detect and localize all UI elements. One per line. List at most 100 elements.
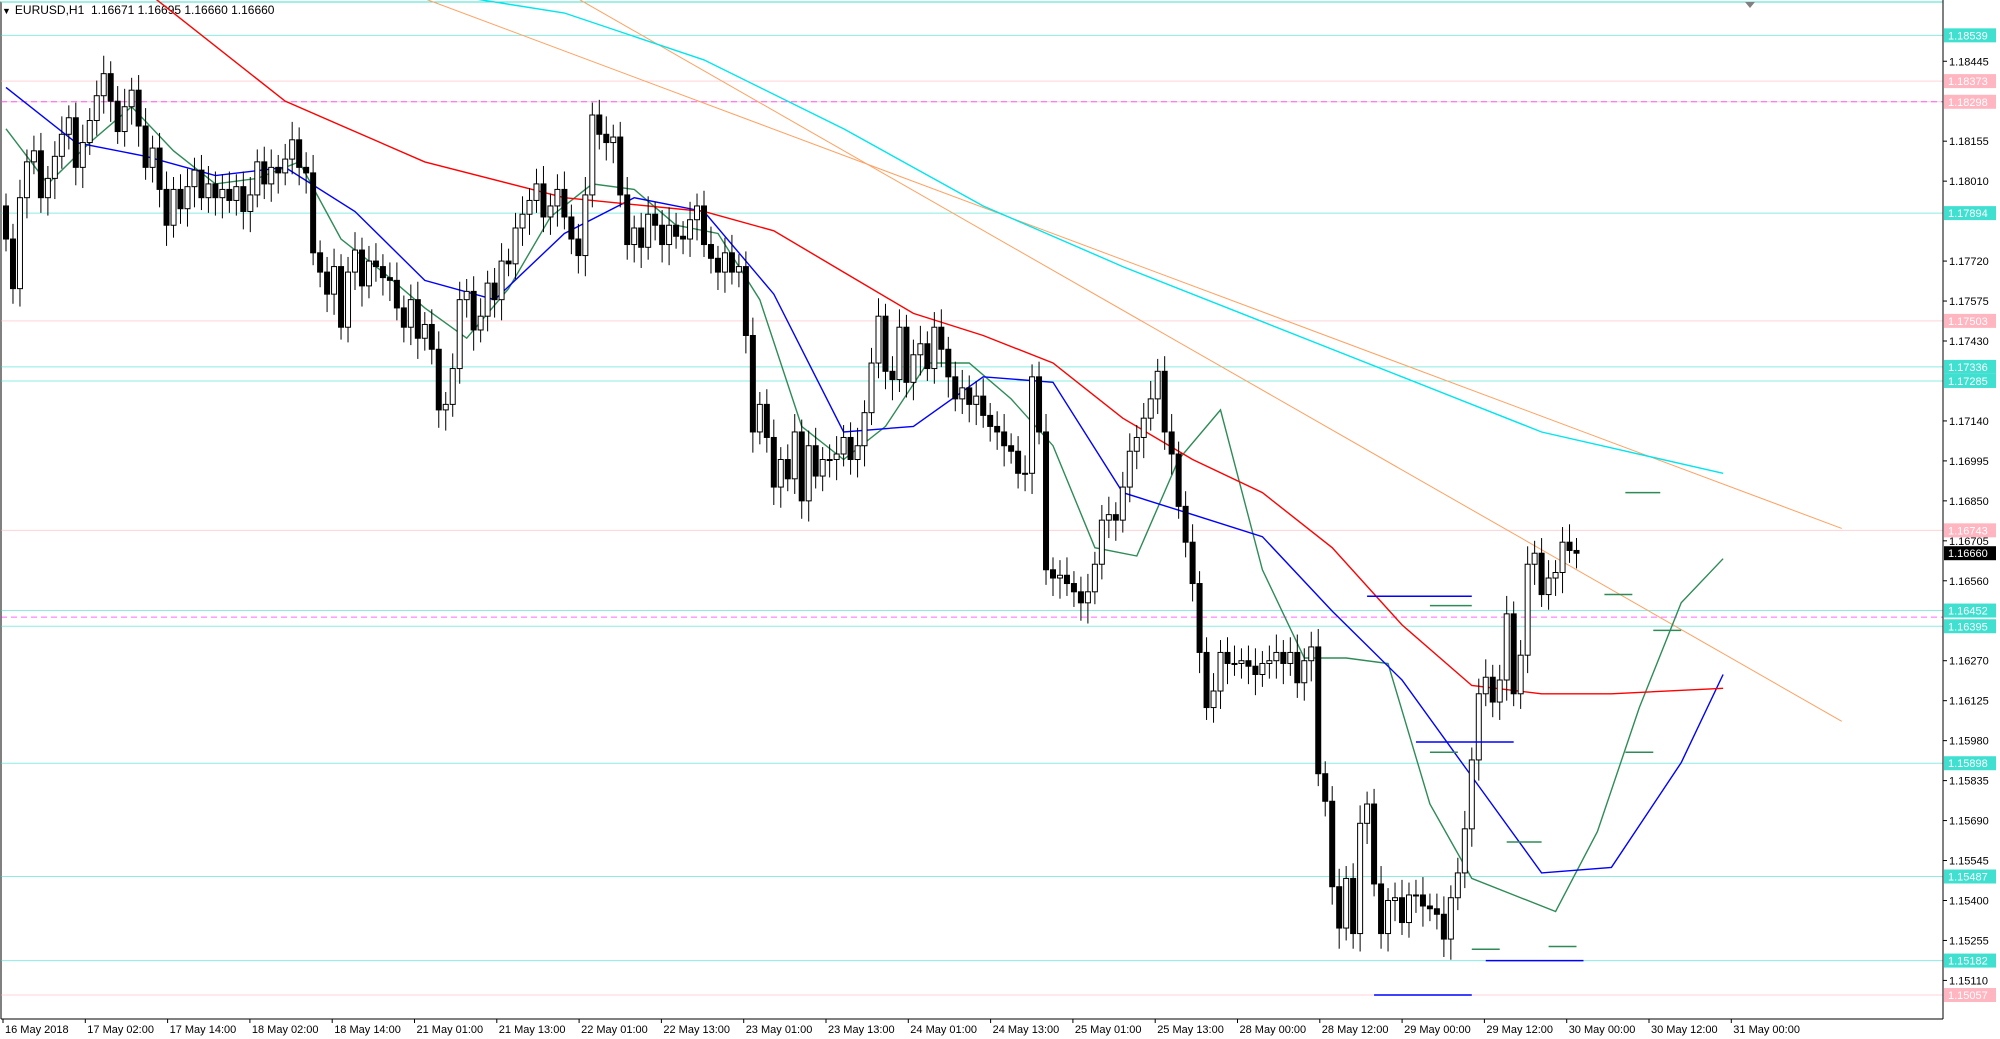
candle-body	[358, 249, 365, 287]
candle-body	[777, 459, 784, 488]
trend-line	[579, 0, 1842, 722]
candle-body	[666, 224, 673, 246]
candle-body	[512, 227, 519, 265]
price-label-box	[1944, 206, 1996, 221]
x-tick-label: 22 May 01:00	[581, 1024, 648, 1036]
price-label-box	[1944, 373, 1996, 388]
candle-body	[268, 166, 275, 185]
candle-body	[365, 260, 372, 287]
candle-body	[393, 279, 400, 309]
candle-body	[1573, 549, 1580, 554]
candle-body	[1224, 651, 1231, 664]
candle-body	[1140, 417, 1147, 438]
candle-body	[51, 155, 58, 179]
candle-body	[65, 117, 72, 135]
candle-body	[331, 266, 338, 295]
x-tick-label: 28 May 00:00	[1240, 1024, 1307, 1036]
candle-body	[379, 266, 386, 279]
candle-body	[338, 266, 345, 328]
candle-body	[184, 186, 191, 210]
candle-body	[645, 213, 652, 248]
candle-body	[449, 368, 456, 405]
moving-average-line	[155, 0, 1724, 695]
candle-body	[1168, 431, 1175, 455]
candle-body	[1161, 370, 1168, 433]
price-label-box	[1944, 523, 1996, 538]
candle-body	[1259, 662, 1266, 675]
candle-body	[1350, 877, 1357, 935]
moving-average-line	[477, 0, 1724, 474]
candle-body	[1496, 679, 1503, 703]
candle-body	[198, 169, 205, 199]
candle-body	[1503, 613, 1510, 681]
candle-body	[756, 403, 763, 433]
price-label-text: 1.16395	[1948, 621, 1988, 633]
candle-body	[1552, 572, 1559, 579]
candle-body	[23, 161, 30, 199]
candle-body	[714, 257, 721, 273]
price-label-text: 1.16452	[1948, 606, 1988, 618]
candle-body	[673, 224, 680, 237]
candle-body	[603, 133, 610, 144]
candle-body	[1301, 660, 1308, 684]
candle-body	[1412, 894, 1419, 897]
price-label-text: 1.16743	[1948, 525, 1988, 537]
dropdown-triangle-icon[interactable]: ▼	[2, 6, 11, 16]
ohlc-readout: 1.16671 1.16695 1.16660 1.16660	[90, 3, 275, 17]
candle-body	[707, 244, 714, 259]
candle-body	[100, 73, 107, 97]
candle-body	[345, 271, 352, 328]
candle-body	[1091, 563, 1098, 593]
candle-body	[931, 326, 938, 370]
candle-body	[163, 188, 170, 226]
price-label-box	[1944, 619, 1996, 634]
price-label-box	[1944, 28, 1996, 43]
candle-body	[561, 188, 568, 218]
candle-body	[861, 412, 868, 447]
candle-body	[1217, 651, 1224, 692]
candle-body	[289, 139, 296, 160]
candle-body	[505, 260, 512, 265]
candle-body	[1336, 886, 1343, 929]
x-tick-label: 22 May 13:00	[663, 1024, 730, 1036]
price-label-box	[1944, 603, 1996, 618]
moving-average-line	[5, 86, 1724, 874]
x-tick-label: 21 May 13:00	[499, 1024, 566, 1036]
candle-body	[1238, 660, 1245, 664]
candle-body	[442, 403, 449, 411]
y-tick-label: 1.17575	[1949, 296, 1989, 308]
y-tick-label: 1.15400	[1949, 895, 1989, 907]
candle-body	[170, 188, 177, 226]
candle-body	[1210, 690, 1217, 709]
candle-body	[910, 354, 917, 383]
candle-body	[275, 166, 282, 174]
candle-body	[854, 445, 861, 461]
candle-body	[16, 197, 23, 290]
candle-body	[1098, 519, 1105, 565]
candle-body	[631, 227, 638, 246]
candle-body	[1392, 897, 1399, 901]
candle-body	[994, 425, 1001, 433]
candle-body	[938, 326, 945, 350]
candle-body	[470, 290, 477, 331]
candle-body	[3, 205, 9, 240]
price-label-text: 1.17285	[1948, 376, 1988, 388]
candle-body	[582, 194, 589, 257]
candle-body	[540, 183, 547, 218]
candle-body	[526, 199, 533, 215]
y-tick-label: 1.15835	[1949, 776, 1989, 788]
candle-body	[889, 370, 896, 381]
candle-body	[156, 147, 163, 190]
price-label-box	[1944, 953, 1996, 968]
candle-body	[805, 445, 812, 502]
candle-body	[1545, 577, 1552, 596]
price-label-text: 1.15182	[1948, 956, 1988, 968]
x-tick-label: 30 May 12:00	[1651, 1024, 1718, 1036]
price-label-text: 1.17894	[1948, 208, 1988, 220]
y-tick-label: 1.15980	[1949, 736, 1989, 748]
candle-body	[303, 166, 310, 174]
x-tick-label: 17 May 14:00	[170, 1024, 237, 1036]
candle-body	[149, 147, 156, 168]
candle-body	[1084, 591, 1091, 604]
